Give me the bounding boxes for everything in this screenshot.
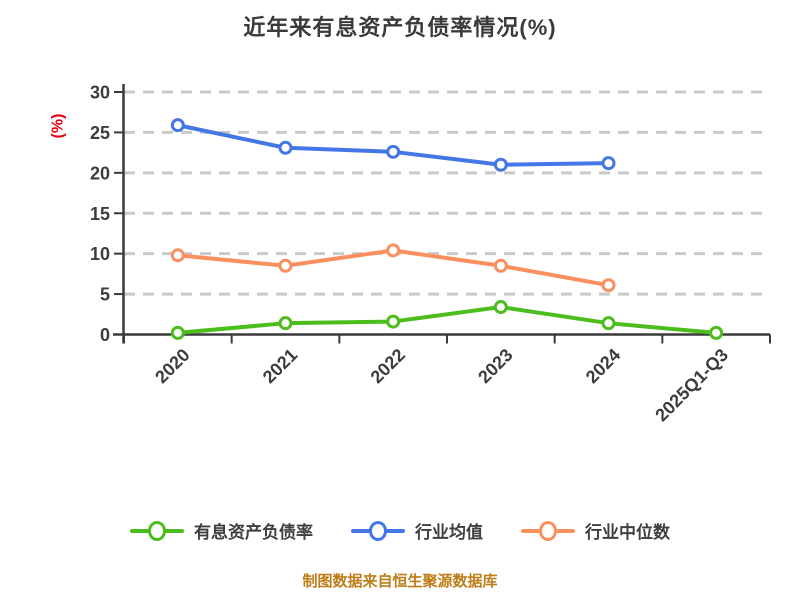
line-chart-canvas: 0 5 10 15 20 25 30 2020 2021 2022 2023 2024 2025Q1-Q…: [90, 83, 771, 426]
x-tick-label: 2025Q1-Q3: [651, 345, 732, 426]
legend-label-industry-median: 行业中位数: [585, 523, 670, 542]
legend-marker-blue: [351, 520, 405, 542]
legend-marker-green: [130, 520, 184, 542]
data-source-caption: 制图数据来自恒生聚源数据库: [302, 573, 498, 590]
legend-circle-icon: [539, 520, 557, 541]
data-point-marker: [170, 118, 185, 133]
chart-title: 近年来有息资产负债率情况(%): [243, 15, 557, 40]
x-tick-label: 2023: [474, 345, 516, 387]
data-point-marker: [170, 325, 185, 340]
legend-circle-icon: [369, 520, 387, 541]
data-point-marker: [493, 258, 508, 273]
x-tick-label: 2022: [367, 345, 409, 387]
legend-marker-orange: [521, 520, 575, 542]
data-point-marker: [386, 243, 401, 258]
x-tick-label: 2021: [259, 345, 301, 387]
data-point-marker: [493, 157, 508, 172]
data-point-marker: [386, 144, 401, 159]
data-point-marker: [601, 278, 616, 293]
y-tick-label: 15: [90, 204, 110, 224]
data-point-marker: [170, 248, 185, 263]
data-point-marker: [601, 316, 616, 331]
x-tick-label: 2024: [582, 345, 624, 387]
legend-label-interest-debt-ratio: 有息资产负债率: [194, 523, 313, 542]
x-tick-label: 2020: [151, 345, 193, 387]
legend: 有息资产负债率 行业均值 行业中位数: [0, 518, 800, 543]
y-tick-label: 10: [90, 244, 110, 264]
data-point-marker: [493, 300, 508, 315]
data-point-marker: [386, 314, 401, 329]
y-tick-label: 20: [90, 163, 110, 183]
y-tick-label: 30: [90, 83, 110, 103]
legend-item-industry-median: 行业中位数: [521, 518, 670, 543]
data-point-marker: [601, 156, 616, 171]
y-tick-label: 25: [90, 123, 110, 143]
series-line-0: [175, 305, 719, 335]
legend-item-interest-debt-ratio: 有息资产负债率: [130, 518, 313, 543]
data-point-marker: [709, 325, 724, 340]
y-tick-label: 5: [100, 285, 110, 305]
legend-label-industry-mean: 行业均值: [415, 523, 483, 542]
data-point-marker: [278, 316, 293, 331]
data-point-marker: [278, 258, 293, 273]
legend-item-industry-mean: 行业均值: [351, 518, 483, 543]
data-point-marker: [278, 140, 293, 155]
y-tick-label: 0: [100, 325, 110, 345]
legend-circle-icon: [148, 520, 166, 541]
